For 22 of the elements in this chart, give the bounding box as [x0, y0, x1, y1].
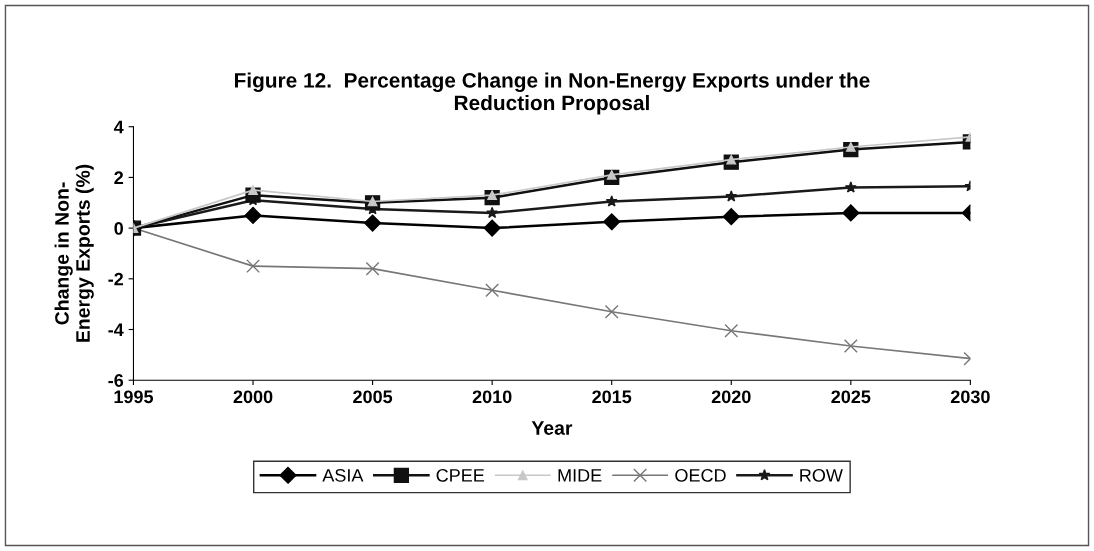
- x-tick-label: 2025: [831, 390, 871, 404]
- y-tick-label: -6: [108, 374, 124, 387]
- y-tick-label: 0: [114, 222, 124, 235]
- y-tick-label: -2: [108, 272, 124, 286]
- x-tick-label: 2030: [950, 390, 990, 404]
- x-tick-label: 2020: [711, 390, 751, 404]
- legend-label: MIDE: [558, 469, 602, 482]
- y-axis-title: Change in Non- Energy Exports (%): [54, 164, 94, 342]
- x-tick-label: 2005: [353, 390, 393, 404]
- legend-label: OECD: [675, 469, 726, 482]
- x-tick-label: 1995: [114, 390, 154, 404]
- y-tick-label: 4: [113, 120, 124, 134]
- legend-label: ASIA: [322, 469, 364, 482]
- y-tick-label: -4: [108, 323, 124, 337]
- x-tick-label: 2000: [233, 390, 273, 404]
- legend-label: ROW: [800, 469, 843, 482]
- x-axis-title: Year: [531, 421, 573, 435]
- y-tick-label: 2: [114, 171, 124, 184]
- x-tick-label: 2015: [592, 390, 632, 404]
- legend-label: CPEE: [436, 469, 485, 482]
- x-tick-label: 2010: [472, 390, 512, 404]
- chart-title: Figure 12. Percentage Change in Non-Energy Exports under the Reduction Proposal: [234, 72, 870, 115]
